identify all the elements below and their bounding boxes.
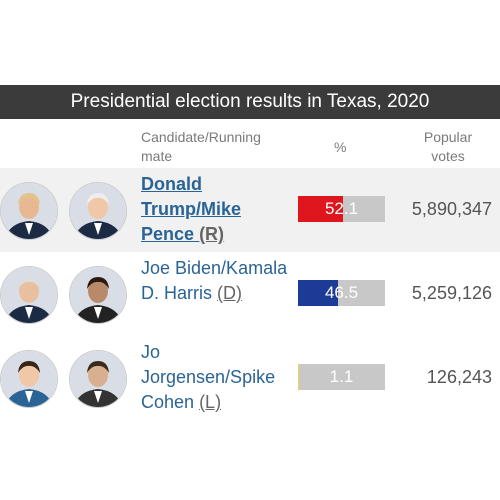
percent-label: 46.5 xyxy=(324,283,359,302)
percent-track: 52.1 xyxy=(298,196,385,222)
party: (R) xyxy=(199,224,225,244)
table-title: Presidential election results in Texas, … xyxy=(0,85,500,119)
votes: 5,259,126 xyxy=(411,283,492,303)
percent-label: 52.1 xyxy=(324,199,359,218)
candidate-photo xyxy=(0,266,58,324)
candidate-cell: Jo Jorgensen/Spike Cohen (L) xyxy=(141,340,289,415)
candidate-cell: Donald Trump/Mike Pence (R) xyxy=(141,172,289,247)
percent-label: 1.1 xyxy=(329,367,354,386)
running-mate-photo xyxy=(69,266,127,324)
percent-track: 46.5 xyxy=(298,280,385,306)
votes: 126,243 xyxy=(426,367,492,387)
percent-track: 1.1 xyxy=(298,364,385,390)
votes: 5,890,347 xyxy=(411,199,492,219)
column-header: Candidate/Running mate xyxy=(141,129,261,164)
running-mate-photo xyxy=(69,350,127,408)
candidate-photo xyxy=(0,350,58,408)
candidate-photo xyxy=(0,182,58,240)
percent-bar xyxy=(298,196,344,222)
candidate-cell: Joe Biden/Kamala D. Harris (D) xyxy=(141,256,289,306)
candidate-name[interactable]: Jo Jorgensen/Spike Cohen xyxy=(141,342,276,412)
running-mate-photo xyxy=(69,182,127,240)
percent-bar xyxy=(298,280,339,306)
party: (D) xyxy=(217,283,243,303)
column-header: Popular votes xyxy=(423,129,473,164)
percent-bar xyxy=(298,364,299,390)
result-row: Jo Jorgensen/Spike Cohen (L) 1.1 126,243 xyxy=(0,336,500,420)
result-row: Joe Biden/Kamala D. Harris (D) 46.5 5,259,… xyxy=(0,252,500,336)
candidate-name[interactable]: Joe Biden/Kamala D. Harris xyxy=(141,258,288,303)
candidate-name[interactable]: Donald Trump/Mike Pence xyxy=(141,174,242,244)
result-row: Donald Trump/Mike Pence (R) 52.1 5,890,347 xyxy=(0,168,500,252)
party: (L) xyxy=(199,392,222,412)
column-header: % xyxy=(334,139,347,155)
